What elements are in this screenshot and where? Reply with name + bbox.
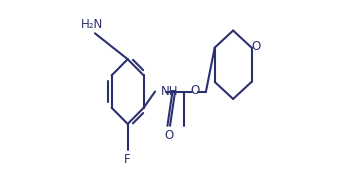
- Text: H₂N: H₂N: [81, 18, 103, 31]
- Text: O: O: [251, 40, 260, 53]
- Text: O: O: [190, 84, 199, 97]
- Text: F: F: [124, 153, 131, 166]
- Text: O: O: [164, 130, 173, 142]
- Text: NH: NH: [161, 85, 178, 98]
